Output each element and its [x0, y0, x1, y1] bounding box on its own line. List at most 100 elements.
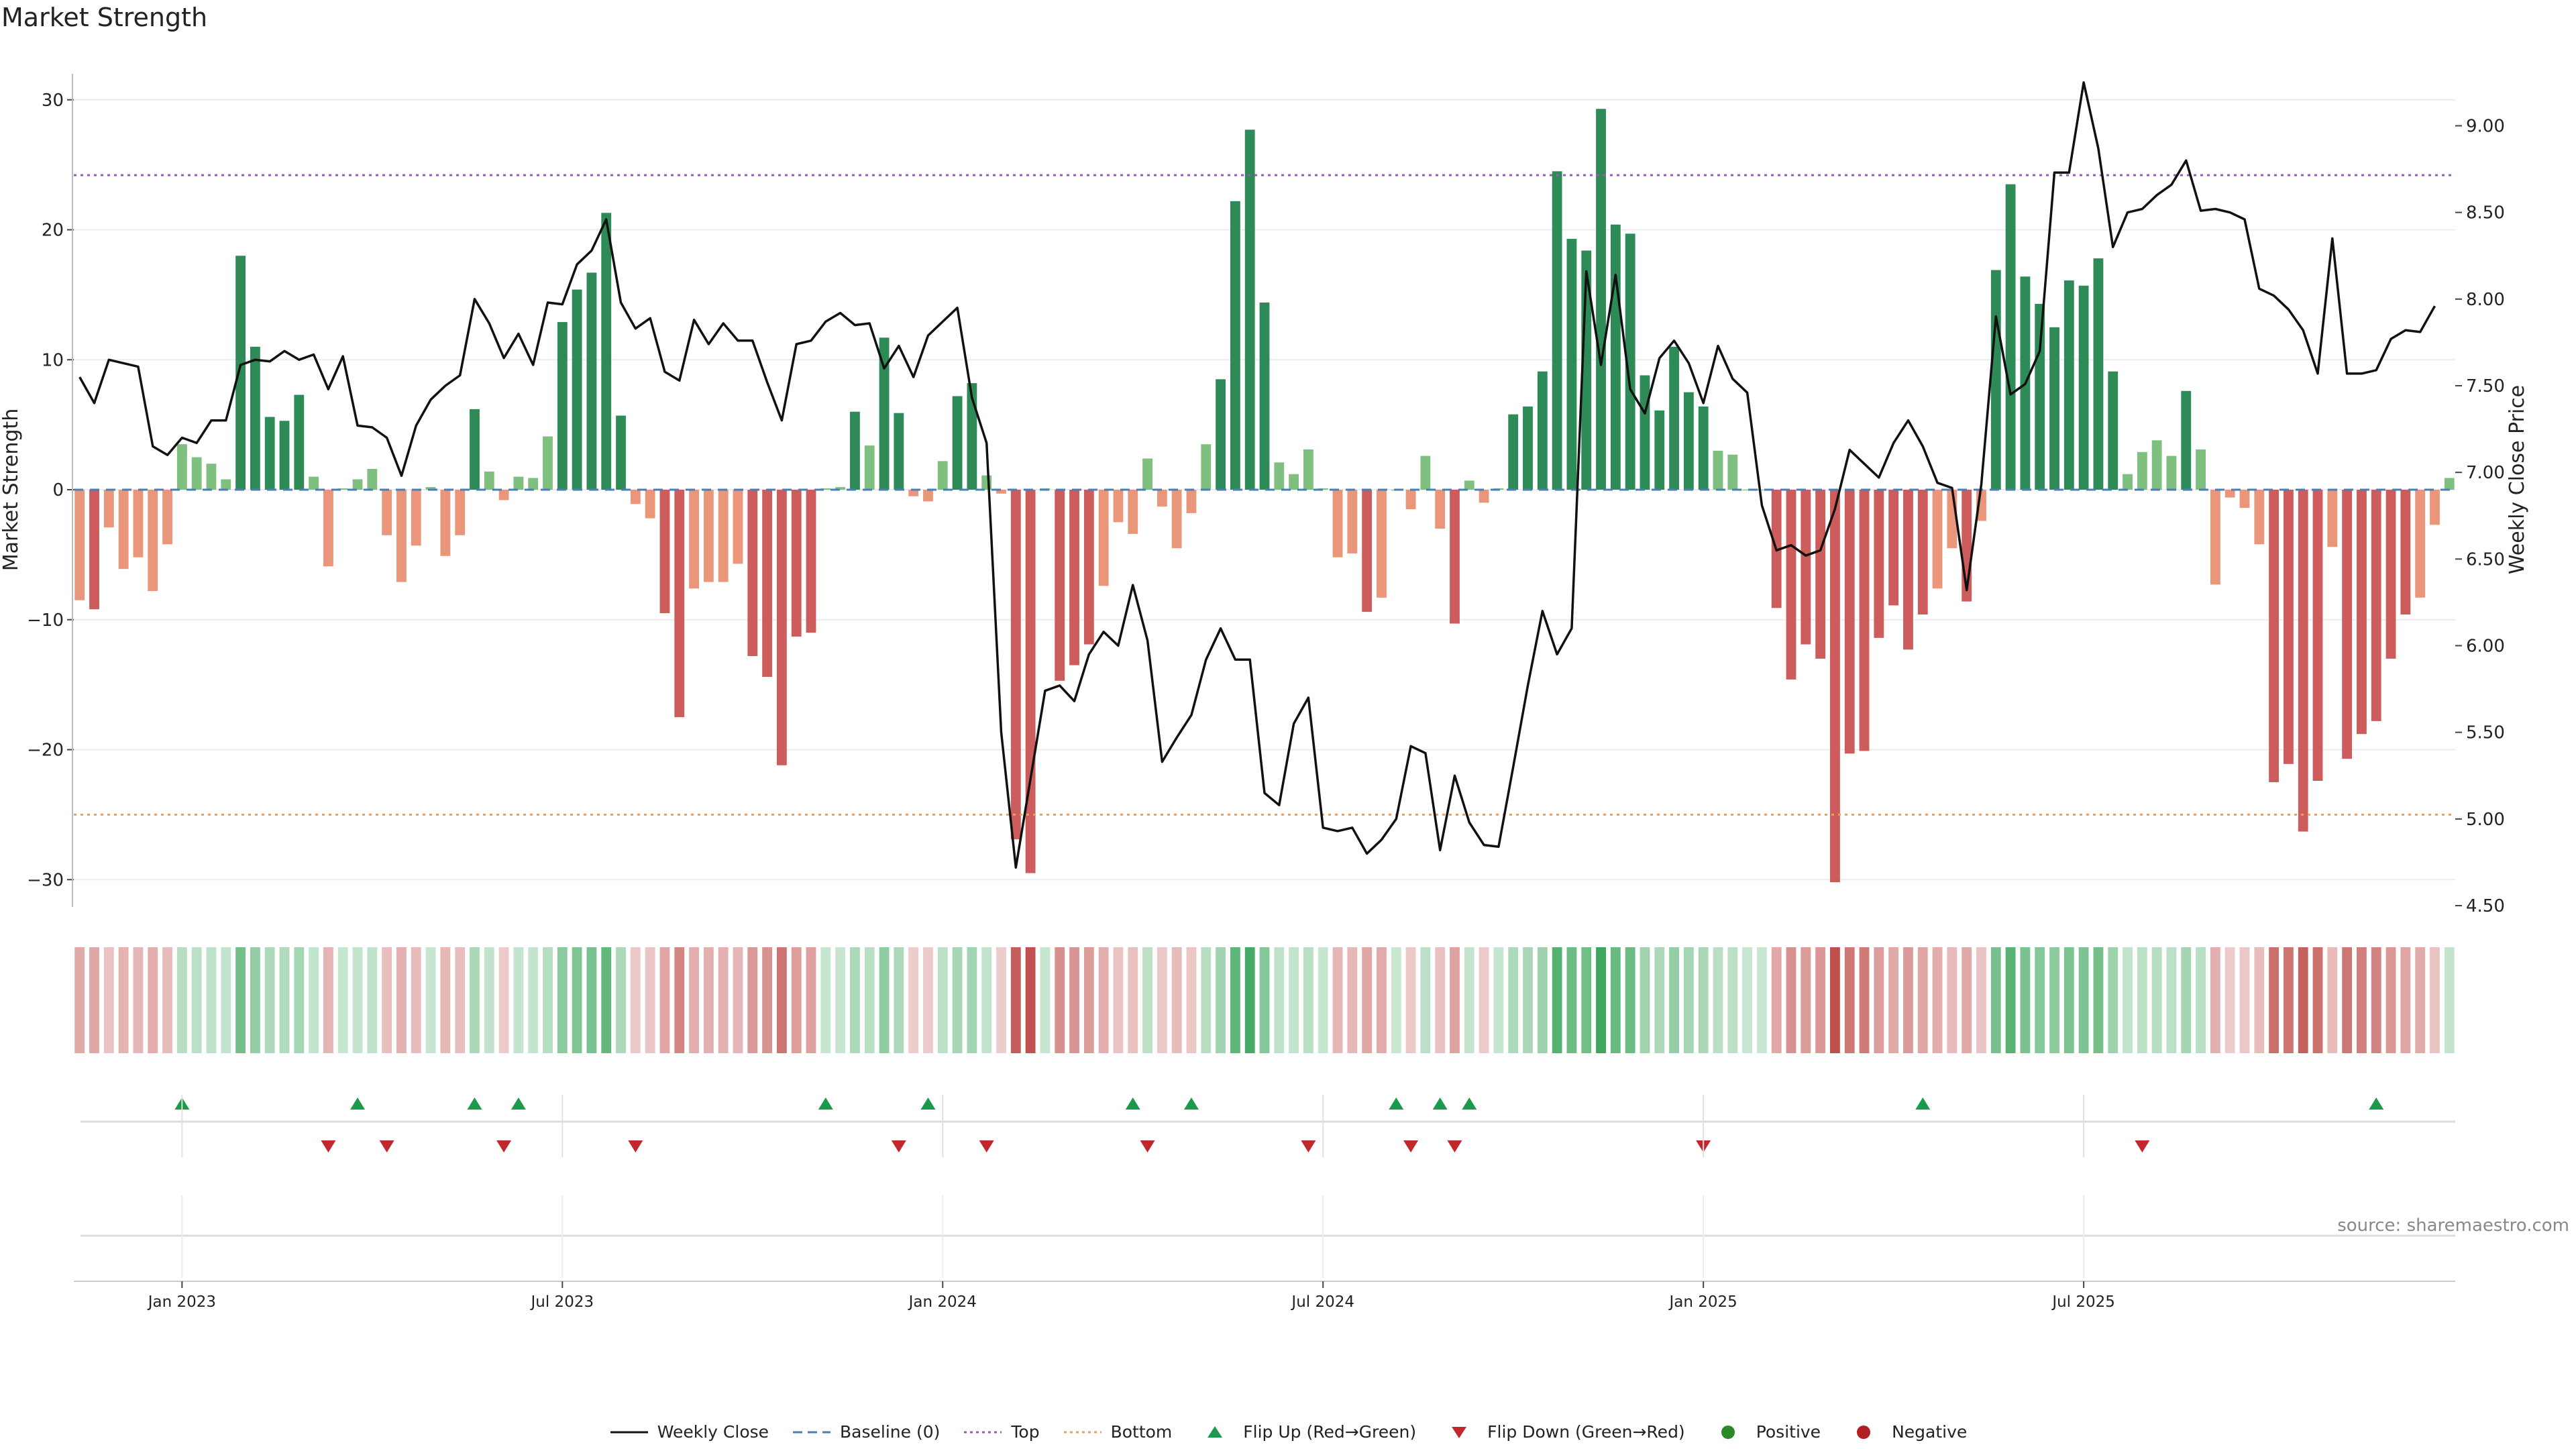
heat-cell: [323, 947, 333, 1053]
heat-cell: [2123, 947, 2133, 1053]
heat-cell: [2342, 947, 2353, 1053]
flip-up-marker: [1432, 1097, 1448, 1110]
legend-item: Negative: [1843, 1422, 1967, 1442]
strength-bar: [674, 490, 685, 718]
heat-cell: [1171, 947, 1182, 1053]
strength-bar: [1259, 303, 1270, 490]
strength-bar: [1113, 490, 1124, 523]
heat-cell: [1786, 947, 1796, 1053]
heat-cell: [601, 947, 612, 1053]
strength-bar: [1216, 379, 1226, 490]
strength-bar: [1289, 474, 1299, 490]
heat-cell: [835, 947, 846, 1053]
legend-item: Flip Down (Green→Red): [1439, 1422, 1685, 1442]
strength-bar: [2357, 490, 2367, 735]
heat-cell: [791, 947, 802, 1053]
heat-cell: [1508, 947, 1519, 1053]
flip-down-marker: [496, 1140, 512, 1152]
y-right-tick-label: 8.00: [2466, 290, 2505, 310]
strength-bar: [2312, 490, 2323, 781]
strength-bar: [2078, 285, 2089, 490]
heat-cell: [1742, 947, 1753, 1053]
strength-bar: [1201, 444, 1212, 490]
strength-bar: [1903, 490, 1913, 650]
strength-bar: [2385, 490, 2396, 659]
y-tick-label: 30: [42, 91, 64, 111]
strength-bar: [337, 488, 348, 490]
heat-cell: [1069, 947, 1079, 1053]
heat-cell: [2444, 947, 2455, 1053]
strength-bar: [586, 272, 597, 490]
heat-cell: [498, 947, 509, 1053]
heat-cell: [1055, 947, 1065, 1053]
strength-bar: [1683, 392, 1694, 490]
heat-cell: [1596, 947, 1606, 1053]
strength-bar: [484, 471, 494, 490]
heat-cell: [937, 947, 948, 1053]
heat-cell: [659, 947, 670, 1053]
heat-cell: [206, 947, 217, 1053]
flip-down-marker: [379, 1140, 394, 1152]
strength-bar: [1727, 454, 1738, 490]
strength-bar: [1874, 490, 1884, 638]
heat-cell: [1669, 947, 1679, 1053]
heat-cell: [2430, 947, 2440, 1053]
strength-bar: [1990, 270, 2001, 490]
heat-cell: [1479, 947, 1489, 1053]
heat-cell: [279, 947, 290, 1053]
strength-bar: [1917, 490, 1928, 614]
y-right-tick-label: 7.00: [2466, 463, 2505, 483]
strength-bar: [1142, 458, 1152, 490]
strength-bar: [630, 490, 641, 504]
strength-bar: [1450, 490, 1460, 624]
strength-bar: [981, 475, 992, 490]
strength-bar: [1230, 201, 1240, 490]
strength-bar: [498, 490, 509, 500]
strength-bars: [74, 109, 2455, 883]
strength-bar: [2342, 490, 2353, 759]
heat-cell: [352, 947, 363, 1053]
strength-bar: [1055, 490, 1065, 681]
strength-bar: [1625, 233, 1635, 490]
heat-cell: [411, 947, 421, 1053]
strength-bar: [806, 490, 816, 633]
y-right-tick-label: 5.50: [2466, 723, 2505, 743]
strength-bar: [1669, 346, 1679, 490]
heat-cell: [2020, 947, 2031, 1053]
strength-bar: [1932, 490, 1943, 589]
heat-cell: [996, 947, 1006, 1053]
heat-cell: [1771, 947, 1782, 1053]
heat-cell: [1801, 947, 1811, 1053]
y-tick-label: −30: [27, 870, 64, 890]
heat-cell: [103, 947, 114, 1053]
heat-cell: [1113, 947, 1124, 1053]
dashed-line-icon: [793, 1431, 831, 1433]
heat-cell: [1888, 947, 1899, 1053]
strength-heat-strip: [74, 947, 2455, 1053]
flip-up-marker: [1389, 1097, 1404, 1110]
strength-bar: [1010, 490, 1021, 840]
heat-cell: [1932, 947, 1943, 1053]
heat-cell: [1874, 947, 1884, 1053]
heat-cell: [1552, 947, 1562, 1053]
heat-cell: [557, 947, 568, 1053]
axes-layer: 30 20 10 0 −10 −20 −30 9.00 8.50 8.00 7.50 7.00 6.50…: [0, 74, 2529, 916]
heat-cell: [2035, 947, 2045, 1053]
strength-bar: [1888, 490, 1899, 606]
dotted-line-icon: [1063, 1431, 1102, 1433]
strength-bar: [1377, 490, 1387, 598]
y-right-tick-label: 4.50: [2466, 896, 2505, 916]
strength-bar: [2166, 455, 2177, 490]
strength-bar: [367, 469, 378, 490]
strength-bar: [2108, 371, 2118, 490]
heat-cell: [1435, 947, 1446, 1053]
heat-cell: [2093, 947, 2104, 1053]
heat-cell: [1537, 947, 1548, 1053]
legend-label: Positive: [1756, 1422, 1821, 1442]
heat-cell: [2269, 947, 2279, 1053]
reference-lines: [74, 174, 2455, 816]
strength-bar: [937, 461, 948, 490]
strength-bar: [1596, 109, 1606, 490]
heat-cell: [1830, 947, 1840, 1053]
legend-label: Top: [1011, 1422, 1040, 1442]
